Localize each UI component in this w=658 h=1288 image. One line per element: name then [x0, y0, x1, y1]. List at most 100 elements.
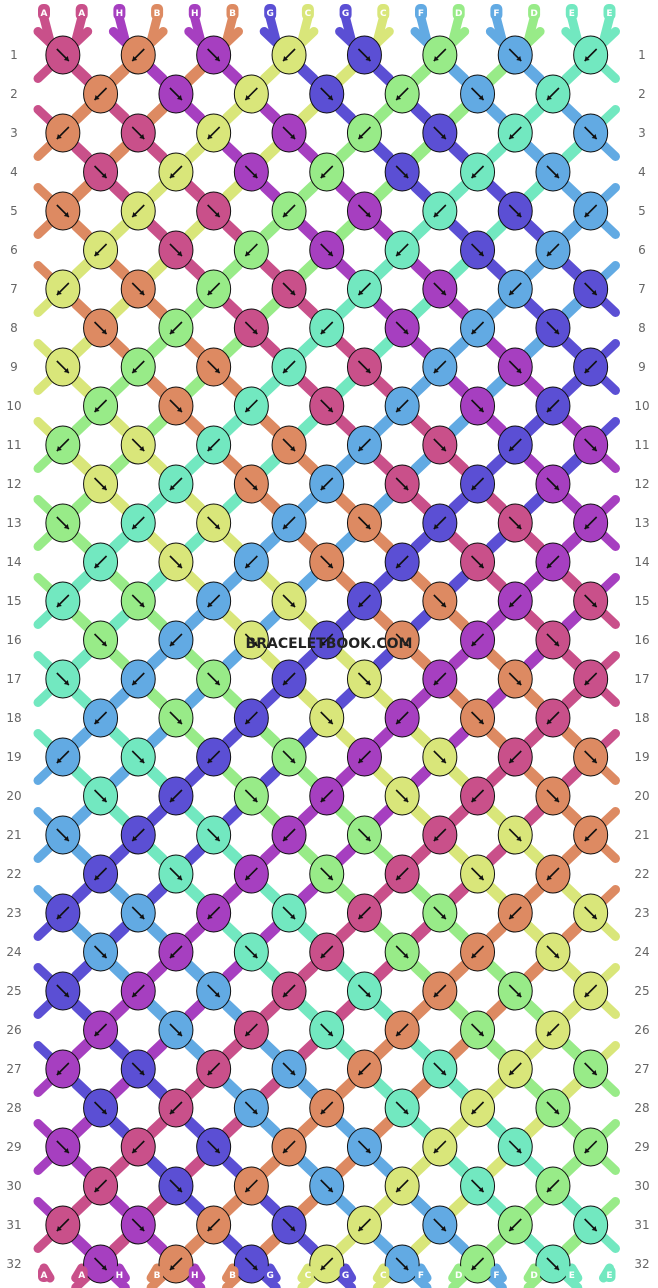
arrowhead-icon	[176, 407, 182, 412]
arrowhead-icon	[546, 563, 552, 568]
arrowhead-icon	[176, 251, 182, 256]
arrowhead-icon	[169, 1265, 175, 1270]
arrowhead-icon	[553, 797, 559, 802]
strand-tab-top	[452, 4, 465, 20]
arrowhead-icon	[440, 446, 446, 451]
arrowhead-icon	[63, 836, 69, 841]
knot	[460, 932, 496, 972]
knot	[346, 1127, 382, 1167]
row-number-left: 22	[6, 867, 21, 881]
knot	[346, 659, 382, 699]
strand-label-bottom: A	[78, 1271, 85, 1281]
strand-tab-bottom	[528, 1266, 541, 1282]
strand-tab-top	[603, 4, 616, 20]
knot	[233, 74, 269, 114]
knot	[120, 1049, 156, 1089]
arrowhead-icon	[365, 56, 371, 61]
knot	[158, 1088, 194, 1128]
arrowhead-icon	[252, 1265, 258, 1270]
arrowhead-icon	[584, 368, 590, 373]
arrowhead-icon	[169, 797, 175, 802]
arrowhead-icon	[320, 1265, 326, 1270]
knot	[196, 1049, 232, 1089]
arrowhead-icon	[584, 212, 590, 217]
knot	[497, 1049, 533, 1089]
knot	[460, 464, 496, 504]
knot	[233, 1088, 269, 1128]
arrowhead-icon	[132, 212, 138, 217]
knot	[384, 1166, 420, 1206]
knot	[384, 542, 420, 582]
knot	[497, 1127, 533, 1167]
strand-label-bottom: G	[267, 1271, 274, 1281]
arrowhead-icon	[139, 602, 145, 607]
knot	[384, 74, 420, 114]
knot	[196, 815, 232, 855]
knot	[573, 1205, 609, 1245]
arrowhead-icon	[214, 212, 220, 217]
row-number-left: 28	[6, 1101, 21, 1115]
knot	[535, 854, 571, 894]
arrowhead-icon	[396, 563, 402, 568]
knot	[573, 503, 609, 543]
arrowhead-icon	[101, 485, 107, 490]
knot	[573, 35, 609, 75]
strand-label-top: B	[229, 9, 236, 19]
knot	[497, 113, 533, 153]
row-number-right: 2	[638, 87, 646, 101]
row-number-left: 31	[6, 1218, 21, 1232]
arrowhead-icon	[327, 719, 333, 724]
knot	[83, 776, 119, 816]
arrowhead-icon	[320, 485, 326, 490]
knot	[45, 1049, 81, 1089]
strand-tab-bottom	[415, 1266, 427, 1282]
arrowhead-icon	[94, 563, 100, 568]
arrowhead-icon	[94, 719, 100, 724]
knot	[45, 113, 81, 153]
knot	[497, 347, 533, 387]
arrowhead-icon	[591, 1070, 597, 1075]
arrowhead-icon	[516, 212, 522, 217]
knot	[271, 1205, 307, 1245]
knot	[45, 1127, 81, 1167]
arrowhead-icon	[365, 368, 371, 373]
strand-label-top: C	[380, 9, 387, 19]
knot	[422, 737, 458, 777]
arrowhead-icon	[94, 251, 100, 256]
arrowhead-icon	[327, 563, 333, 568]
row-number-left: 30	[6, 1179, 21, 1193]
row-number-right: 4	[638, 165, 646, 179]
arrowhead-icon	[365, 1148, 371, 1153]
row-number-right: 22	[634, 867, 649, 881]
knot	[384, 386, 420, 426]
arrowhead-icon	[358, 602, 364, 607]
knot	[573, 1049, 609, 1089]
arrowhead-icon	[245, 719, 251, 724]
row-number-right: 24	[634, 945, 649, 959]
knot	[45, 35, 81, 75]
knot	[83, 1166, 119, 1206]
arrowhead-icon	[252, 1109, 258, 1114]
arrowhead-icon	[101, 173, 107, 178]
knot	[196, 893, 232, 933]
knot	[535, 698, 571, 738]
knot	[346, 503, 382, 543]
knot	[309, 1088, 345, 1128]
arrowhead-icon	[358, 446, 364, 451]
knot	[45, 503, 81, 543]
arrowhead-icon	[365, 992, 371, 997]
strand-label-bottom: D	[530, 1271, 537, 1281]
strand-label-top: E	[569, 9, 575, 19]
strand-tab-top	[339, 4, 352, 20]
knot	[422, 425, 458, 465]
knot	[120, 971, 156, 1011]
strand-tab-top	[415, 4, 427, 20]
strand-tab-bottom	[226, 1266, 239, 1282]
knot	[196, 581, 232, 621]
strand-label-top: H	[116, 9, 124, 19]
arrowhead-icon	[214, 1148, 220, 1153]
knot	[120, 425, 156, 465]
knot	[309, 74, 345, 114]
strand-tab-bottom	[339, 1266, 352, 1282]
arrowhead-icon	[516, 1148, 522, 1153]
